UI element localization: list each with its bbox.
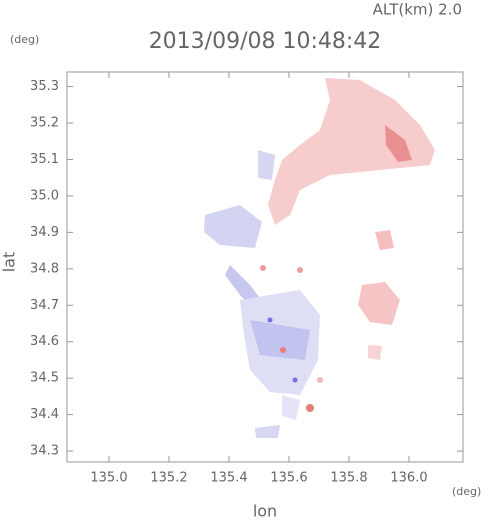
- positive-echo: [368, 345, 382, 360]
- echo-field: [204, 78, 435, 438]
- x-unit: (deg): [452, 485, 481, 498]
- speckle: [260, 265, 266, 271]
- y-tick-label: 35.1: [30, 152, 59, 167]
- x-tick-label: 135.6: [270, 471, 307, 486]
- negative-echo: [282, 395, 300, 420]
- speckle: [292, 377, 298, 383]
- y-unit: (deg): [10, 33, 39, 46]
- y-axis-label: lat: [0, 252, 19, 273]
- y-tick-label: 35.3: [30, 79, 59, 94]
- y-tick-label: 34.5: [30, 371, 59, 386]
- y-tick-label: 34.3: [30, 444, 59, 459]
- speckle: [297, 267, 303, 273]
- y-tick-label: 34.8: [30, 261, 59, 276]
- speckle: [317, 377, 323, 383]
- x-tick-label: 135.2: [150, 471, 187, 486]
- chart-title: 2013/09/08 10:48:42: [149, 29, 382, 54]
- positive-echo: [358, 282, 400, 325]
- plot-frame: [66, 71, 464, 463]
- negative-echo: [204, 205, 262, 248]
- x-axis-label: lon: [253, 502, 277, 521]
- y-tick-label: 34.7: [30, 298, 59, 313]
- strong-positive-echo: [385, 125, 412, 162]
- negative-echo: [258, 150, 275, 180]
- y-tick-label: 35.2: [30, 116, 59, 131]
- y-tick-label: 34.9: [30, 225, 59, 240]
- y-tick-label: 35.0: [30, 188, 59, 203]
- y-tick-label: 34.6: [30, 334, 59, 349]
- y-tick-label: 34.4: [30, 407, 59, 422]
- speckle: [280, 347, 286, 353]
- x-tick-label: 135.4: [210, 471, 247, 486]
- x-tick-label: 136.0: [390, 471, 427, 486]
- speckle: [306, 404, 314, 412]
- x-tick-label: 135.8: [330, 471, 367, 486]
- negative-echo: [250, 320, 310, 360]
- x-tick-label: 135.0: [90, 471, 127, 486]
- negative-echo: [255, 425, 280, 438]
- positive-echo: [375, 230, 394, 250]
- altitude-label: ALT(km) 2.0: [373, 1, 462, 19]
- speckle: [267, 317, 273, 323]
- positive-echo: [268, 78, 435, 225]
